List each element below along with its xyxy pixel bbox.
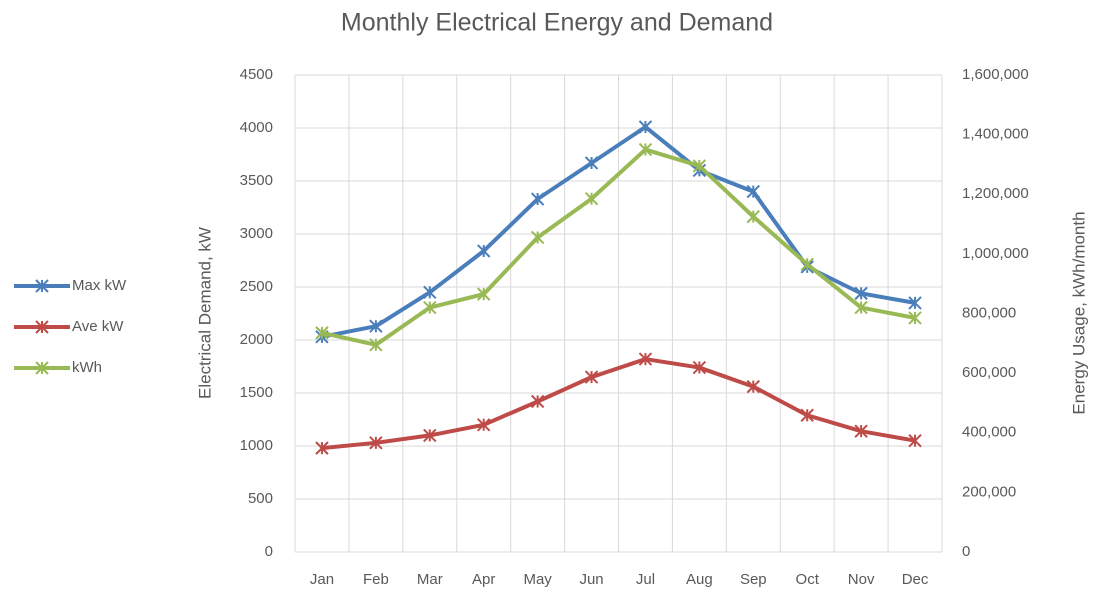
y2-tick-label: 1,200,000 <box>962 185 1029 202</box>
marker <box>692 360 707 375</box>
marker <box>638 120 653 134</box>
legend-label: kWh <box>72 359 102 376</box>
marker <box>854 300 868 315</box>
y2-tick-label: 400,000 <box>962 424 1016 441</box>
marker <box>477 287 491 301</box>
y-tick-label: 0 <box>265 543 273 560</box>
marker <box>854 424 868 438</box>
x-tick-label: Feb <box>363 571 389 588</box>
x-tick-label: Dec <box>902 571 929 588</box>
y2-axis-title: Energy Usage, kWh/month <box>1069 211 1088 414</box>
legend-label: Max kW <box>72 277 127 294</box>
series-line <box>321 147 916 347</box>
legend-label: Ave kW <box>72 318 124 335</box>
marker <box>746 209 760 224</box>
marker <box>638 352 653 366</box>
marker <box>908 296 922 310</box>
y-tick-label: 500 <box>248 490 273 507</box>
y-tick-label: 4000 <box>240 119 273 136</box>
marker <box>746 379 760 394</box>
x-tick-label: May <box>523 571 552 588</box>
y-axis-title: Electrical Demand, kW <box>195 227 214 399</box>
marker <box>746 184 760 199</box>
x-tick-label: Mar <box>417 571 443 588</box>
y-tick-label: 1000 <box>240 437 273 454</box>
x-tick-label: Aug <box>686 571 713 588</box>
marker <box>530 230 545 245</box>
y-tick-label: 2500 <box>240 278 273 295</box>
legend-marker <box>35 279 49 293</box>
marker <box>800 257 814 272</box>
chart-title: Monthly Electrical Energy and Demand <box>341 9 773 37</box>
y2-tick-label: 200,000 <box>962 483 1016 500</box>
x-tick-label: Jan <box>310 571 334 588</box>
marker <box>800 408 814 422</box>
marker <box>530 394 545 409</box>
x-tick-label: Sep <box>740 571 767 588</box>
marker <box>584 192 599 206</box>
y2-tick-label: 1,600,000 <box>962 66 1029 83</box>
marker <box>584 156 599 170</box>
y2-tick-label: 0 <box>962 543 970 560</box>
y2-tick-label: 1,400,000 <box>962 126 1029 143</box>
marker <box>423 285 437 300</box>
marker <box>477 418 491 432</box>
marker <box>369 319 383 333</box>
marker <box>692 159 707 173</box>
y2-tick-label: 800,000 <box>962 304 1016 321</box>
x-tick-label: Jun <box>579 571 603 588</box>
y2-tick-label: 1,000,000 <box>962 245 1029 262</box>
marker <box>369 338 383 352</box>
y-tick-label: 3000 <box>240 225 273 242</box>
marker <box>315 326 329 340</box>
x-tick-label: Nov <box>848 571 875 588</box>
legend-marker <box>35 361 49 375</box>
marker <box>369 436 383 450</box>
y-tick-label: 4500 <box>240 66 273 83</box>
marker <box>423 300 437 315</box>
marker <box>315 441 329 455</box>
marker <box>530 192 545 206</box>
marker <box>423 428 437 443</box>
y-tick-label: 1500 <box>240 384 273 401</box>
marker <box>477 244 491 258</box>
y-tick-label: 3500 <box>240 172 273 189</box>
x-tick-label: Oct <box>796 571 820 588</box>
marker <box>638 142 653 157</box>
legend-marker <box>35 320 49 334</box>
marker <box>908 311 922 325</box>
marker <box>908 433 922 448</box>
x-tick-label: Jul <box>636 571 655 588</box>
marker <box>854 286 868 301</box>
y2-tick-label: 600,000 <box>962 364 1016 381</box>
x-tick-label: Apr <box>472 571 495 588</box>
marker <box>584 370 599 384</box>
series-line <box>321 357 916 451</box>
y-tick-label: 2000 <box>240 331 273 348</box>
